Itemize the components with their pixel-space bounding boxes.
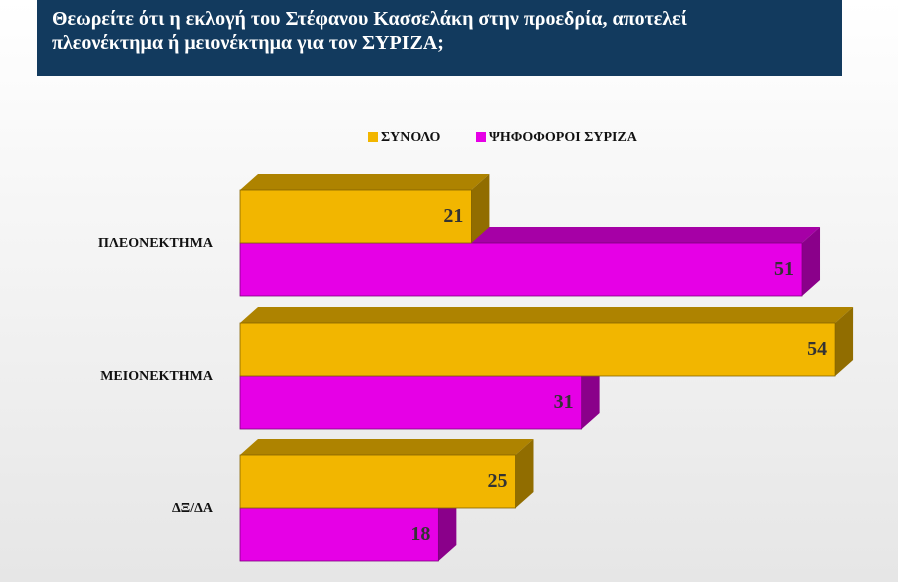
bar-top-face (240, 307, 854, 323)
title-bar (37, 0, 842, 76)
bar-top-face (240, 439, 534, 455)
bar (239, 454, 516, 509)
category-label: ΔΞ/ΔΑ (172, 501, 214, 516)
value-label: 25 (488, 470, 508, 492)
value-label: 54 (807, 338, 827, 360)
value-label: 21 (443, 205, 463, 227)
bar-side-face (581, 360, 600, 429)
bar (239, 375, 583, 430)
category-label: ΜΕΙΟΝΕΚΤΗΜΑ (100, 369, 214, 384)
bar-side-face (471, 174, 490, 243)
bar-side-face (835, 307, 854, 376)
category-label: ΠΛΕΟΝΕΚΤΗΜΑ (98, 236, 214, 251)
legend-label: ΨΗΦΟΦΟΡΟΙ ΣΥΡΙΖΑ (489, 130, 638, 145)
chart-title: Θεωρείτε ότι η εκλογή του Στέφανου Κασσε… (52, 8, 687, 54)
bar (239, 507, 439, 562)
legend-swatch (368, 132, 378, 142)
value-label: 31 (554, 391, 574, 413)
bar (239, 322, 836, 377)
bar-side-face (438, 492, 457, 561)
value-label: 51 (774, 258, 794, 280)
legend-swatch (476, 132, 486, 142)
bar-top-face (240, 174, 490, 190)
bar (239, 242, 803, 297)
bar (239, 189, 472, 244)
legend-label: ΣΥΝΟΛΟ (381, 130, 440, 145)
bar-side-face (515, 439, 534, 508)
bar-side-face (802, 227, 821, 296)
value-label: 18 (410, 523, 430, 545)
